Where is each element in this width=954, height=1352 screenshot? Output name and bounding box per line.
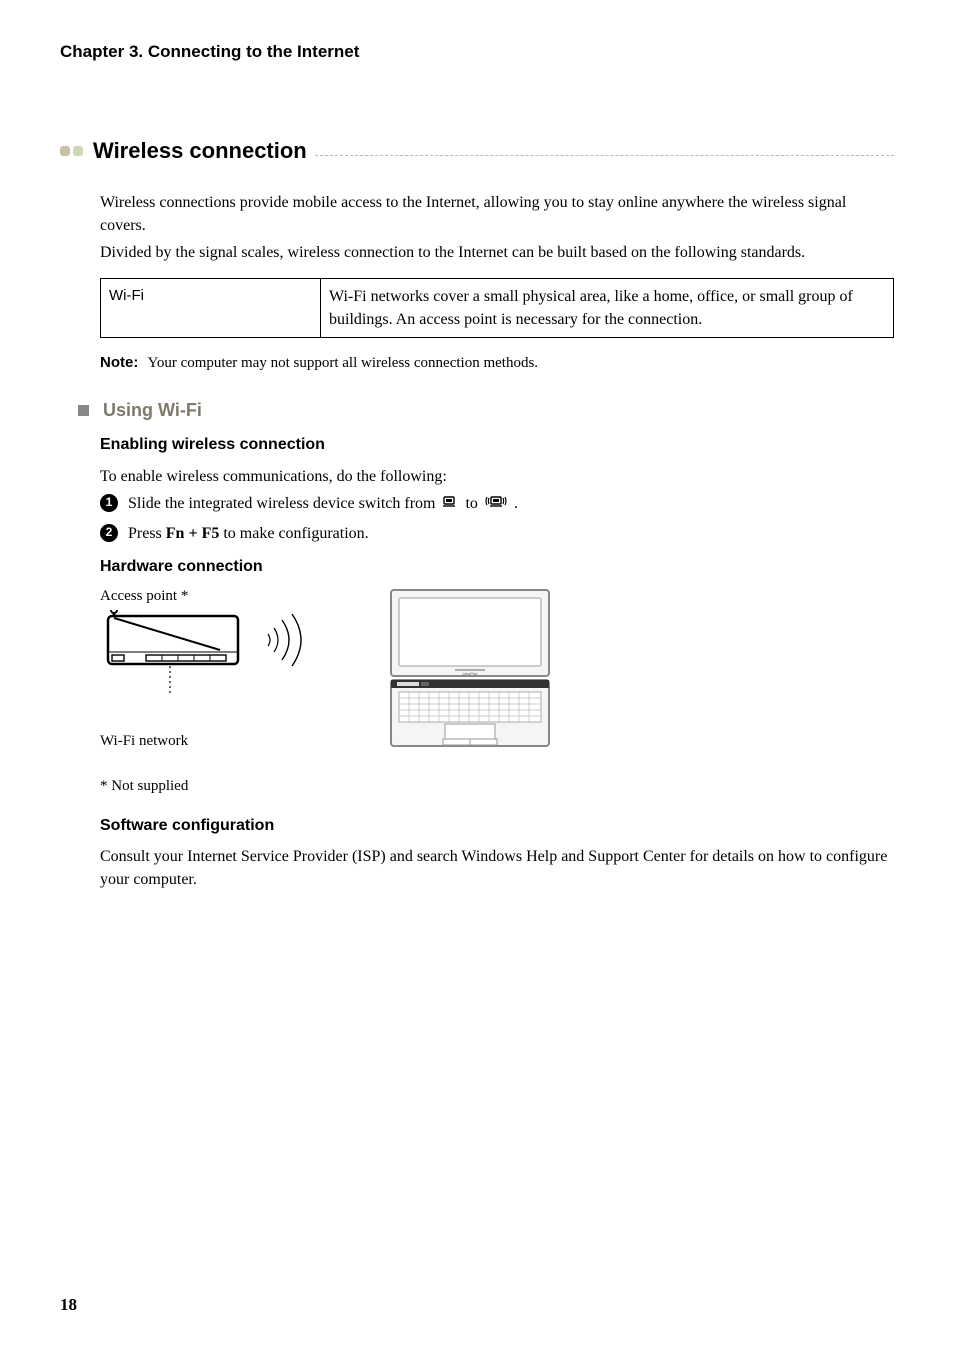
step-2-post: to make configuration. — [223, 525, 368, 542]
wireless-off-icon — [441, 492, 459, 515]
wifi-network-label: Wi-Fi network — [100, 731, 325, 753]
step-text-2: Press Fn + F5 to make configuration. — [128, 522, 369, 545]
software-heading: Software configuration — [100, 814, 894, 837]
wifi-cell-label: Wi-Fi — [101, 279, 321, 338]
hardware-diagram: Access point * — [100, 586, 894, 756]
section-heading-row: Wireless connection — [60, 135, 894, 167]
dashed-leader — [315, 146, 894, 156]
step-1-pre: Slide the integrated wireless device swi… — [128, 495, 439, 512]
subsection-heading-row: Using Wi-Fi — [78, 397, 894, 423]
intro-paragraph-1: Wireless connections provide mobile acce… — [100, 191, 894, 237]
software-text: Consult your Internet Service Provider (… — [100, 845, 894, 891]
bullet-square-2 — [73, 146, 83, 156]
list-item: 1 Slide the integrated wireless device s… — [100, 492, 894, 516]
footnote: * Not supplied — [100, 776, 894, 798]
step-2-key: Fn + F5 — [166, 525, 220, 542]
subsection-bullet — [78, 405, 89, 416]
subsection-title: Using Wi-Fi — [103, 397, 202, 423]
step-1-tail: . — [514, 495, 518, 512]
step-list: 1 Slide the integrated wireless device s… — [100, 492, 894, 545]
hardware-heading: Hardware connection — [100, 555, 894, 578]
bullet-square-1 — [60, 146, 70, 156]
svg-text:IdeaPad: IdeaPad — [463, 671, 478, 676]
table-row: Wi-Fi Wi-Fi networks cover a small physi… — [101, 279, 894, 338]
access-point-icon — [100, 610, 325, 710]
wifi-cell-desc: Wi-Fi networks cover a small physical ar… — [321, 279, 894, 338]
section-bullets — [60, 146, 83, 156]
note-text: Your computer may not support all wirele… — [148, 355, 539, 371]
step-number-2: 2 — [100, 524, 118, 542]
section-title: Wireless connection — [93, 135, 307, 167]
page-number: 18 — [60, 1293, 77, 1318]
step-number-1: 1 — [100, 494, 118, 512]
enable-intro: To enable wireless communications, do th… — [100, 465, 894, 488]
chapter-title: Chapter 3. Connecting to the Internet — [60, 40, 894, 65]
step-2-pre: Press — [128, 525, 166, 542]
step-text-1: Slide the integrated wireless device swi… — [128, 492, 518, 516]
note-label: Note: — [100, 354, 138, 371]
intro-paragraph-2: Divided by the signal scales, wireless c… — [100, 241, 894, 264]
step-1-post: to — [465, 495, 481, 512]
access-point-label: Access point * — [100, 586, 325, 608]
hardware-left: Access point * — [100, 586, 325, 753]
enable-heading: Enabling wireless connection — [100, 433, 894, 456]
note: Note: Your computer may not support all … — [100, 352, 894, 375]
wireless-on-icon — [484, 492, 508, 515]
list-item: 2 Press Fn + F5 to make configuration. — [100, 522, 894, 545]
wifi-table: Wi-Fi Wi-Fi networks cover a small physi… — [100, 278, 894, 338]
laptop-icon: IdeaPad — [385, 586, 555, 756]
